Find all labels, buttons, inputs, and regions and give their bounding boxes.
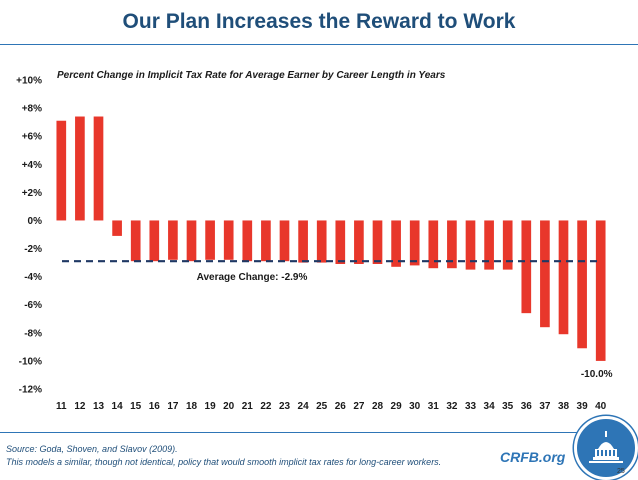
y-tick-label: +10% [16, 76, 42, 87]
bar [186, 220, 197, 262]
x-tick-label: 28 [372, 401, 384, 412]
bar [577, 220, 587, 349]
y-tick-label: -12% [19, 385, 42, 396]
x-tick-label: 17 [167, 401, 179, 412]
y-tick-label: -6% [24, 300, 42, 311]
x-tick-label: 16 [149, 401, 161, 412]
x-tick-label: 27 [353, 401, 365, 412]
bar [242, 220, 253, 262]
bar [447, 220, 457, 269]
x-tick-label: 38 [558, 401, 570, 412]
source-note: Source: Goda, Shoven, and Slavov (2009).… [6, 443, 506, 469]
x-tick-label: 31 [428, 401, 440, 412]
x-tick-label: 37 [539, 401, 551, 412]
y-tick-label: +8% [22, 104, 42, 115]
x-tick-label: 23 [279, 401, 291, 412]
source-citation: Source: Goda, Shoven, and Slavov (2009). [6, 444, 178, 454]
bar [502, 220, 513, 270]
bar [205, 220, 215, 260]
brand-link[interactable]: CRFB.org [500, 449, 566, 465]
bar [112, 220, 122, 236]
bar [465, 220, 476, 270]
x-tick-label: 32 [446, 401, 458, 412]
bar [484, 220, 494, 270]
x-tick-label: 25 [316, 401, 328, 412]
bar [298, 220, 308, 263]
x-tick-label: 24 [298, 401, 310, 412]
x-tick-label: 30 [409, 401, 421, 412]
footer-rule [0, 432, 580, 433]
bar [540, 220, 550, 328]
x-tick-label: 35 [502, 401, 514, 412]
y-tick-label: +4% [22, 160, 42, 171]
bar [354, 220, 364, 264]
x-tick-label: 13 [93, 401, 105, 412]
bar [149, 220, 160, 262]
y-tick-label: +2% [22, 188, 42, 199]
x-tick-label: 34 [484, 401, 496, 412]
bar [558, 220, 569, 335]
y-tick-label: +6% [22, 132, 42, 143]
x-axis: 11 12 13 14 15 16 17 18 19 20 21 22 23 24 25 26 27 28 29 30… [56, 401, 607, 412]
x-tick-label: 40 [595, 401, 607, 412]
bar [130, 220, 141, 262]
bar [428, 220, 439, 269]
title-rule [0, 44, 638, 45]
average-label: Average Change: -2.9% [197, 272, 308, 283]
x-tick-label: 29 [391, 401, 403, 412]
bar [75, 116, 85, 221]
bar [409, 220, 420, 266]
y-tick-label: -10% [19, 356, 42, 367]
y-tick-label: -8% [24, 328, 42, 339]
bar [223, 220, 234, 260]
slide-title: Our Plan Increases the Reward to Work [122, 10, 516, 33]
capitol-seal-icon [574, 416, 638, 480]
x-tick-label: 18 [186, 401, 198, 412]
policy-note: This models a similar, though not identi… [6, 457, 442, 467]
x-tick-label: 11 [56, 401, 67, 412]
chart-overlays: Average Change: -2.9% -10.0% [62, 260, 613, 380]
bar [316, 220, 327, 263]
bar [391, 220, 401, 267]
bar [279, 220, 290, 262]
y-tick-label: -4% [24, 272, 42, 283]
x-tick-label: 19 [205, 401, 217, 412]
y-tick-label: -2% [24, 244, 42, 255]
x-tick-label: 26 [335, 401, 347, 412]
bar [261, 220, 271, 262]
x-tick-label: 21 [242, 401, 254, 412]
bar [372, 220, 383, 264]
bar [335, 220, 346, 264]
bar [93, 116, 104, 221]
bar [521, 220, 532, 314]
bar [595, 220, 606, 361]
x-tick-label: 15 [130, 401, 142, 412]
page-number: 25 [617, 468, 625, 475]
x-tick-label: 39 [577, 401, 589, 412]
bar [168, 220, 178, 260]
bar-series [56, 116, 606, 361]
x-tick-label: 14 [112, 401, 124, 412]
data-label: -10.0% [581, 369, 613, 380]
x-tick-label: 33 [465, 401, 477, 412]
x-tick-label: 20 [223, 401, 235, 412]
x-tick-label: 36 [521, 401, 533, 412]
bar [56, 120, 67, 221]
chart-title: Percent Change in Implicit Tax Rate for … [57, 70, 446, 81]
y-tick-label: 0% [28, 216, 43, 227]
y-axis: +10% +8% +6% +4% +2% 0% -2% -4% -6% -8% -10% -12% [16, 76, 42, 396]
x-tick-label: 12 [74, 401, 86, 412]
x-tick-label: 22 [260, 401, 272, 412]
bar-chart: Percent Change in Implicit Tax Rate for … [16, 70, 613, 412]
